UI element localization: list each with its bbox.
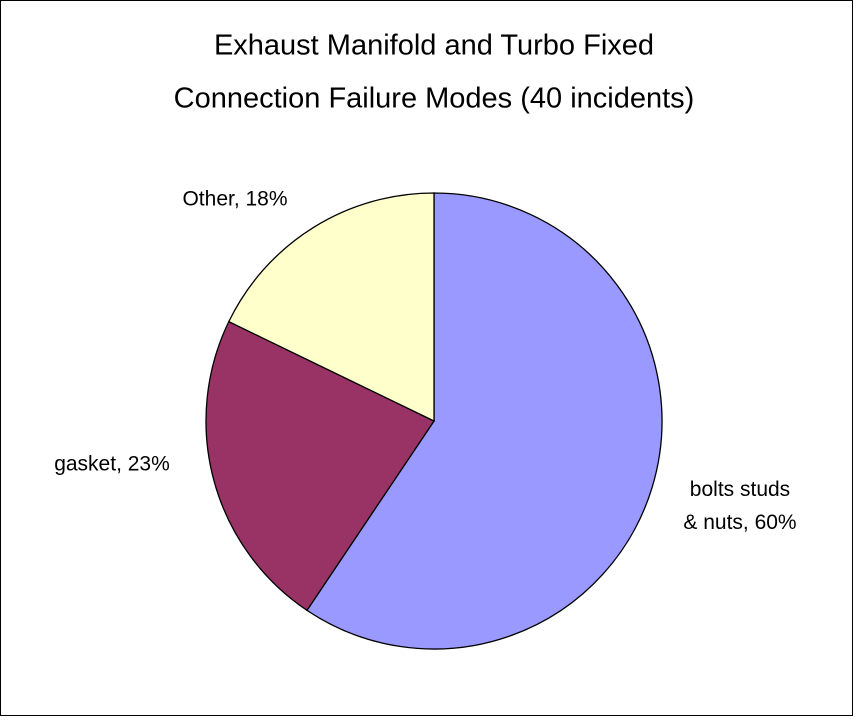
- chart-title: Connection Failure Modes (40 incidents): [174, 83, 695, 115]
- slice-label: bolts studs & nuts, 60%: [683, 478, 796, 534]
- slice-label: Other, 18%: [182, 188, 287, 211]
- chart-title: Exhaust Manifold and Turbo Fixed: [214, 30, 654, 62]
- pie-slice: [306, 192, 663, 650]
- pie-slice: [227, 192, 435, 423]
- slice-label: gasket, 23%: [54, 453, 170, 476]
